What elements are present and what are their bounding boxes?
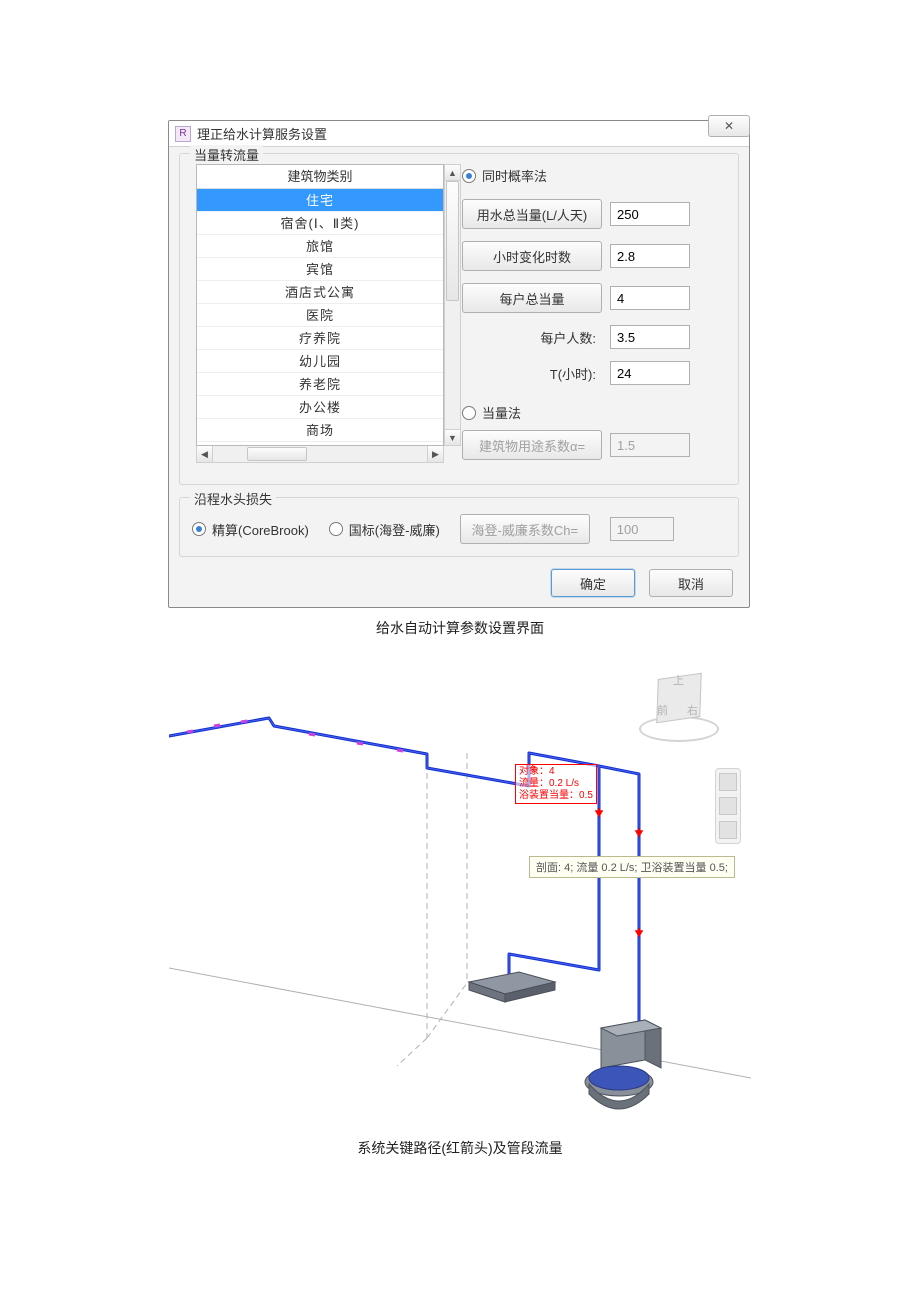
list-item[interactable]: 疗养院 (197, 327, 443, 350)
hazenwilliams-label: 国标(海登-威廉) (349, 520, 440, 539)
list-header: 建筑物类别 (197, 165, 443, 189)
method2-label: 当量法 (482, 403, 521, 422)
viewcube-right-label: 右 (687, 702, 698, 718)
titlebar: R 理正给水计算服务设置 ✕ (169, 121, 749, 147)
radio-equivalent-method[interactable] (462, 406, 476, 420)
headloss-legend: 沿程水头损失 (190, 489, 276, 508)
water-total-equiv-button[interactable]: 用水总当量(L/人天) (462, 199, 602, 229)
method1-label: 同时概率法 (482, 166, 547, 185)
dialog-footer: 确定 取消 (179, 569, 739, 597)
list-item[interactable]: 旅馆 (197, 235, 443, 258)
hscroll-thumb[interactable] (247, 447, 307, 461)
equivalent-legend: 当量转流量 (190, 145, 263, 164)
nav-toolbar[interactable] (715, 768, 741, 844)
scroll-down-icon[interactable]: ▼ (445, 429, 460, 445)
piping-3d-view: 上 前 右 对象：4 流量：0.2 L/s 浴装置当量：0.5 剖面: 4; 流… (169, 668, 751, 1128)
t-hours-input[interactable] (610, 361, 690, 385)
vertical-scrollbar[interactable]: ▲ ▼ (444, 164, 461, 446)
water-total-equiv-input[interactable] (610, 202, 690, 226)
settings-dialog: R 理正给水计算服务设置 ✕ 当量转流量 建筑物类别 住宅宿舍(Ⅰ、Ⅱ类)旅馆宾… (168, 120, 750, 608)
pan-tool-icon[interactable] (719, 773, 737, 791)
scroll-right-icon[interactable]: ▶ (427, 446, 443, 462)
zoom-tool-icon[interactable] (719, 797, 737, 815)
caption-1: 给水自动计算参数设置界面 (168, 618, 752, 638)
radio-probability-method[interactable] (462, 169, 476, 183)
list-item[interactable]: 办公楼 (197, 396, 443, 419)
scroll-thumb[interactable] (446, 181, 459, 301)
list-item[interactable]: 酒店式公寓 (197, 281, 443, 304)
hazenwilliams-radio-row[interactable]: 国标(海登-威廉) (329, 520, 440, 539)
list-item[interactable]: 医院 (197, 304, 443, 327)
red-annotation-box: 对象：4 流量：0.2 L/s 浴装置当量：0.5 (515, 764, 597, 804)
viewcube-top-label: 上 (673, 672, 684, 688)
list-item[interactable]: 住宅 (197, 189, 443, 212)
building-type-listbox[interactable]: 建筑物类别 住宅宿舍(Ⅰ、Ⅱ类)旅馆宾馆酒店式公寓医院疗养院幼儿园养老院办公楼商… (196, 164, 444, 446)
close-button[interactable]: ✕ (708, 115, 750, 137)
corebrook-label: 精算(CoreBrook) (212, 520, 309, 539)
headloss-groupbox: 沿程水头损失 精算(CoreBrook) 国标(海登-威廉) 海登-威廉系数Ch… (179, 497, 739, 557)
red-line-3: 浴装置当量：0.5 (519, 790, 593, 802)
orbit-tool-icon[interactable] (719, 821, 737, 839)
horizontal-scrollbar[interactable]: ◀ ▶ (196, 446, 444, 463)
radio-hazenwilliams[interactable] (329, 522, 343, 536)
cancel-button[interactable]: 取消 (649, 569, 733, 597)
household-equiv-button[interactable]: 每户总当量 (462, 283, 602, 313)
alpha-coef-input (610, 433, 690, 457)
hw-coef-button: 海登-威廉系数Ch= (460, 514, 590, 544)
app-icon: R (175, 126, 191, 142)
equivalent-groupbox: 当量转流量 建筑物类别 住宅宿舍(Ⅰ、Ⅱ类)旅馆宾馆酒店式公寓医院疗养院幼儿园养… (179, 153, 739, 485)
hour-variation-input[interactable] (610, 244, 690, 268)
ok-button[interactable]: 确定 (551, 569, 635, 597)
alpha-coef-button: 建筑物用途系数α= (462, 430, 602, 460)
list-item[interactable]: 幼儿园 (197, 350, 443, 373)
viewcube-front-label: 前 (657, 702, 668, 718)
scroll-up-icon[interactable]: ▲ (445, 165, 460, 181)
list-item[interactable]: 养老院 (197, 373, 443, 396)
method1-radio-row[interactable]: 同时概率法 (462, 166, 726, 185)
red-line-1: 对象：4 (519, 766, 593, 778)
household-equiv-input[interactable] (610, 286, 690, 310)
scroll-left-icon[interactable]: ◀ (197, 446, 213, 462)
viewcube[interactable]: 上 前 右 (639, 668, 719, 748)
caption-2: 系统关键路径(红箭头)及管段流量 (168, 1138, 752, 1158)
list-item[interactable]: 商场 (197, 419, 443, 442)
dialog-title: 理正给水计算服务设置 (197, 124, 327, 143)
list-item[interactable]: 宾馆 (197, 258, 443, 281)
hw-coef-input (610, 517, 674, 541)
radio-corebrook[interactable] (192, 522, 206, 536)
method2-radio-row[interactable]: 当量法 (462, 403, 726, 422)
persons-per-household-label: 每户人数: (462, 328, 602, 347)
pipe-tooltip: 剖面: 4; 流量 0.2 L/s; 卫浴装置当量 0.5; (529, 856, 735, 878)
red-line-2: 流量：0.2 L/s (519, 778, 593, 790)
building-list-wrap: 建筑物类别 住宅宿舍(Ⅰ、Ⅱ类)旅馆宾馆酒店式公寓医院疗养院幼儿园养老院办公楼商… (196, 164, 444, 472)
hour-variation-button[interactable]: 小时变化时数 (462, 241, 602, 271)
list-item[interactable]: 宿舍(Ⅰ、Ⅱ类) (197, 212, 443, 235)
corebrook-radio-row[interactable]: 精算(CoreBrook) (192, 520, 309, 539)
persons-per-household-input[interactable] (610, 325, 690, 349)
t-hours-label: T(小时): (462, 364, 602, 383)
parameters-column: 同时概率法 用水总当量(L/人天) 小时变化时数 每户总当量 (462, 164, 726, 472)
